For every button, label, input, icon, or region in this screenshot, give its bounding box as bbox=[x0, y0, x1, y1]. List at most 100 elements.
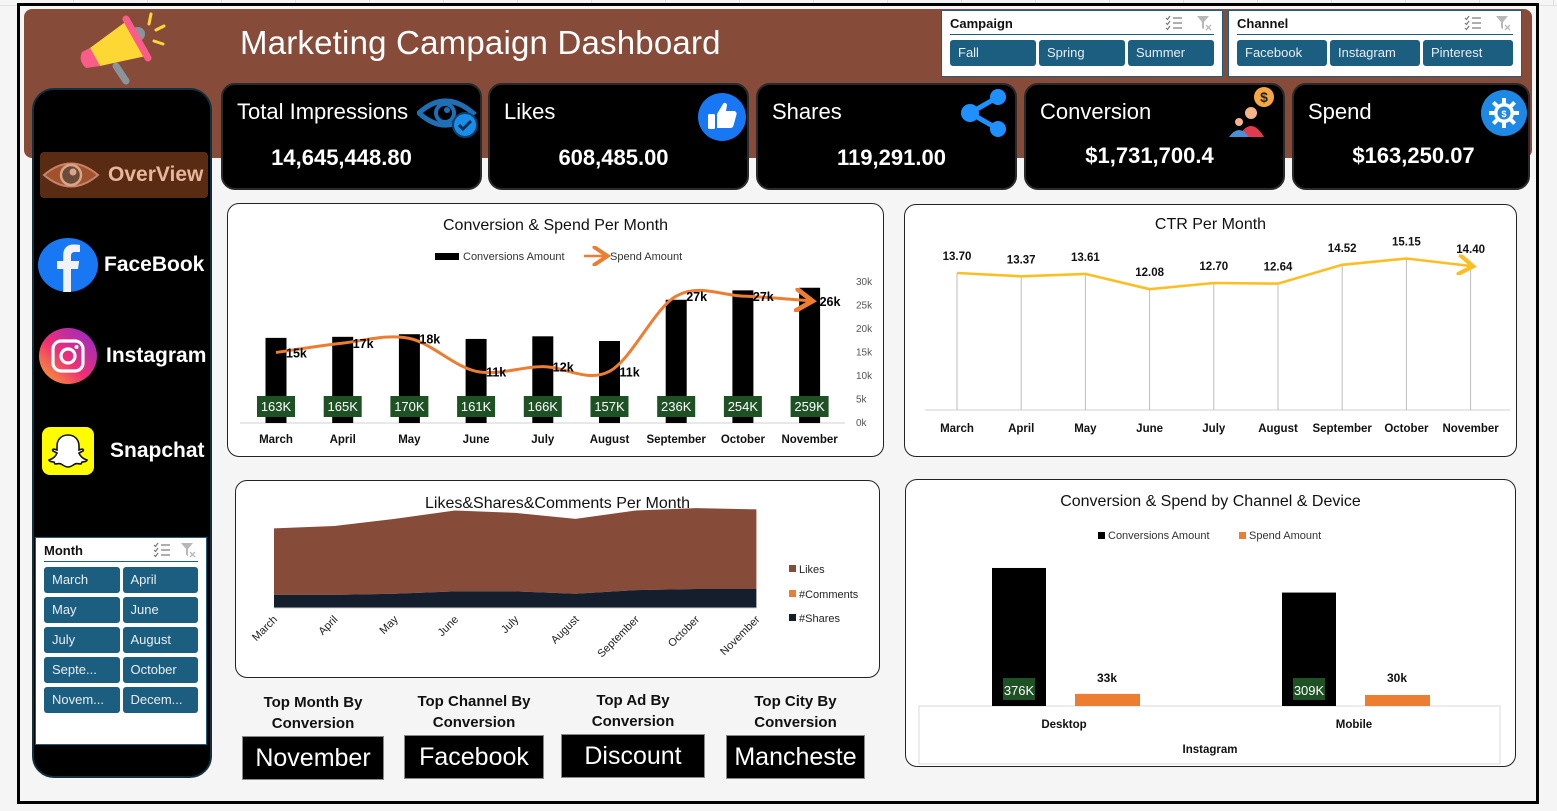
sidebar-label: Snapchat bbox=[110, 439, 205, 462]
slicer-item-month[interactable]: August bbox=[122, 627, 198, 653]
svg-text:$: $ bbox=[1260, 89, 1268, 105]
data-label-ctr: 13.37 bbox=[1007, 254, 1036, 266]
data-label-spend: 18k bbox=[419, 332, 440, 346]
x-tick-label: March bbox=[259, 434, 293, 446]
data-label-spend: 11k bbox=[486, 365, 506, 379]
y-tick-label: 20k bbox=[856, 324, 873, 335]
x-tick-label: October bbox=[1384, 423, 1429, 435]
sidebar-label: OverView bbox=[108, 163, 204, 186]
slicer-item-month[interactable]: Novem... bbox=[44, 687, 120, 713]
slicer-item-month[interactable]: April bbox=[122, 567, 198, 593]
legend-label: #Shares bbox=[799, 613, 840, 625]
data-label-spend: 26k bbox=[820, 295, 841, 309]
data-label-spend: 12k bbox=[553, 361, 574, 375]
month-slicer: Month March April May June July August S… bbox=[35, 537, 207, 745]
x-tick-label: May bbox=[398, 434, 421, 446]
top-stat-value: Discount bbox=[561, 734, 705, 778]
legend-label: #Comments bbox=[799, 589, 859, 601]
legend-swatch-conversions bbox=[435, 253, 459, 260]
top-channel-stat: Top Channel By Conversion Facebook bbox=[404, 691, 544, 779]
legend-label: Spend Amount bbox=[610, 251, 682, 263]
data-label-bg bbox=[457, 396, 496, 417]
kpi-value: 14,645,448.80 bbox=[271, 145, 412, 170]
legend-swatch bbox=[789, 565, 796, 572]
bar-conversions bbox=[799, 287, 821, 423]
slicer-item-month[interactable]: March bbox=[44, 567, 120, 593]
channel-device-chart: Conversions Amount Spend Amount 376K 33k Des… bbox=[918, 530, 1501, 765]
facebook-icon bbox=[38, 238, 98, 292]
kpi-value: 608,485.00 bbox=[558, 145, 669, 170]
area-likes bbox=[274, 508, 757, 595]
data-label-spend: 17k bbox=[353, 337, 374, 351]
kpi-label: Shares bbox=[772, 99, 842, 124]
data-label-spend: 30k bbox=[1387, 671, 1407, 685]
x-tick-label: May bbox=[378, 613, 402, 637]
slicer-item-spring[interactable]: Spring bbox=[1039, 40, 1125, 66]
clear-filter-icon[interactable] bbox=[1493, 15, 1513, 31]
group-label: Instagram bbox=[1183, 744, 1238, 756]
slicer-item-month[interactable]: October bbox=[122, 657, 198, 683]
kpi-total-impressions: Total Impressions 14,645,448.80 bbox=[221, 83, 482, 190]
line-spend bbox=[275, 290, 810, 377]
data-label-bg bbox=[323, 396, 362, 417]
engagement-month-card: Likes&Shares&Comments Per Month March Apr… bbox=[235, 480, 880, 678]
x-tick-label: September bbox=[595, 613, 642, 660]
x-tick-label: November bbox=[718, 613, 763, 658]
sidebar-label: Instagram bbox=[106, 344, 207, 367]
sidebar-item-snapchat[interactable]: Snapchat bbox=[42, 427, 205, 475]
sidebar-item-facebook[interactable]: FaceBook bbox=[38, 238, 204, 292]
bar-spend bbox=[1075, 693, 1140, 706]
conversion-spend-month-chart: Conversions Amount Spend Amount 0k 5k 10k 15k… bbox=[240, 204, 873, 446]
data-label-conversions: 157K bbox=[594, 399, 625, 414]
kpi-label: Conversion bbox=[1040, 99, 1152, 124]
slicer-item-month[interactable]: Septe... bbox=[44, 657, 120, 683]
slicer-item-fall[interactable]: Fall bbox=[950, 40, 1036, 66]
spend-gear-icon: $ bbox=[1481, 90, 1527, 136]
campaign-slicer-title: Campaign bbox=[950, 15, 1013, 31]
y-tick-label: 10k bbox=[856, 371, 873, 382]
data-label-spend: 33k bbox=[1097, 671, 1117, 685]
slicer-item-month[interactable]: June bbox=[122, 597, 198, 623]
x-tick-label: November bbox=[781, 434, 838, 446]
ctr-month-chart: March April May June July August September Octo… bbox=[925, 237, 1510, 435]
y-tick-label: 25k bbox=[856, 301, 873, 312]
kpi-label: Spend bbox=[1308, 99, 1372, 124]
clear-filter-icon[interactable] bbox=[178, 542, 198, 558]
share-icon bbox=[961, 89, 1006, 137]
page-title: Marketing Campaign Dashboard bbox=[240, 24, 721, 61]
data-label-ctr: 13.61 bbox=[1071, 252, 1100, 264]
data-label-spend: 11k bbox=[620, 365, 640, 379]
slicer-item-facebook[interactable]: Facebook bbox=[1237, 40, 1327, 66]
x-tick-label: March bbox=[250, 614, 280, 644]
slicer-item-instagram[interactable]: Instagram bbox=[1330, 40, 1420, 66]
slicer-item-month[interactable]: Decem... bbox=[122, 687, 198, 713]
data-label-bg bbox=[1293, 678, 1325, 700]
channel-slicer: Channel Facebook Instagram Pinterest bbox=[1228, 10, 1522, 77]
slicer-item-pinterest[interactable]: Pinterest bbox=[1423, 40, 1513, 66]
slicer-item-month[interactable]: July bbox=[44, 627, 120, 653]
ctr-month-card: CTR Per Month March April May June July Augus… bbox=[904, 204, 1517, 457]
slicer-item-month[interactable]: May bbox=[44, 597, 120, 623]
x-tick-label: July bbox=[531, 434, 555, 446]
sidebar-item-instagram[interactable]: Instagram bbox=[38, 327, 206, 385]
clear-filter-icon[interactable] bbox=[1194, 15, 1214, 31]
multi-select-icon[interactable] bbox=[1463, 15, 1483, 31]
x-tick-label: April bbox=[316, 614, 340, 638]
x-tick-label: October bbox=[666, 613, 702, 649]
top-stat-label: Top Month By Conversion bbox=[263, 694, 363, 732]
slicer-item-summer[interactable]: Summer bbox=[1128, 40, 1214, 66]
instagram-icon bbox=[39, 328, 97, 384]
top-city-stat: Top City By Conversion Mancheste bbox=[726, 691, 865, 779]
top-stat-label: Top City By Conversion bbox=[754, 693, 837, 731]
top-stat-value: November bbox=[242, 736, 384, 780]
multi-select-icon[interactable] bbox=[1164, 15, 1184, 31]
kpi-label: Total Impressions bbox=[237, 99, 409, 124]
y-tick-label: 5k bbox=[856, 395, 868, 406]
bar-conversions bbox=[732, 290, 754, 423]
data-label-spend: 27k bbox=[753, 290, 774, 304]
x-tick-label: Desktop bbox=[1041, 719, 1086, 731]
area-shares bbox=[274, 588, 757, 608]
multi-select-icon[interactable] bbox=[152, 542, 172, 558]
sidebar-item-overview[interactable]: OverView bbox=[40, 152, 208, 198]
data-label-bg bbox=[390, 396, 429, 417]
